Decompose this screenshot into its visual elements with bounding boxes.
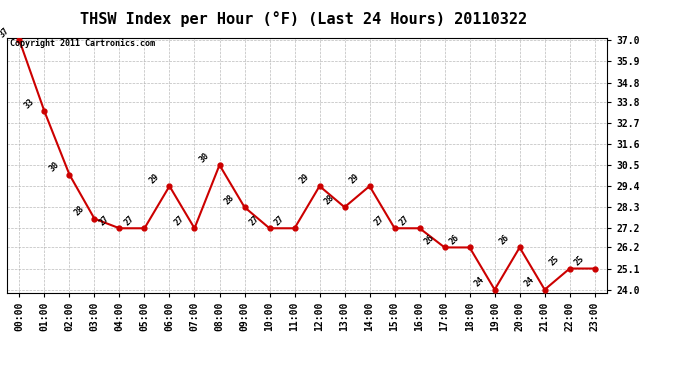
Text: 30: 30 xyxy=(48,160,61,174)
Text: THSW Index per Hour (°F) (Last 24 Hours) 20110322: THSW Index per Hour (°F) (Last 24 Hours)… xyxy=(80,11,527,27)
Text: 28: 28 xyxy=(223,193,236,206)
Text: 27: 27 xyxy=(398,214,411,228)
Text: 26: 26 xyxy=(423,233,436,247)
Text: 28: 28 xyxy=(72,204,86,218)
Text: Copyright 2011 Cartronics.com: Copyright 2011 Cartronics.com xyxy=(10,39,155,48)
Text: 25: 25 xyxy=(548,254,562,268)
Text: 27: 27 xyxy=(248,214,262,228)
Text: 25: 25 xyxy=(573,254,586,268)
Text: 26: 26 xyxy=(498,233,511,247)
Text: 27: 27 xyxy=(98,214,111,228)
Text: 27: 27 xyxy=(172,214,186,228)
Text: 24: 24 xyxy=(523,275,536,289)
Text: 24: 24 xyxy=(473,275,486,289)
Text: 26: 26 xyxy=(448,233,462,247)
Text: 29: 29 xyxy=(298,172,311,185)
Text: 28: 28 xyxy=(323,193,336,206)
Text: 27: 27 xyxy=(273,214,286,228)
Text: 37: 37 xyxy=(0,26,11,40)
Text: 29: 29 xyxy=(148,172,161,185)
Text: 33: 33 xyxy=(23,97,36,111)
Text: 27: 27 xyxy=(123,214,136,228)
Text: 30: 30 xyxy=(198,151,211,164)
Text: 29: 29 xyxy=(348,172,362,185)
Text: 27: 27 xyxy=(373,214,386,228)
